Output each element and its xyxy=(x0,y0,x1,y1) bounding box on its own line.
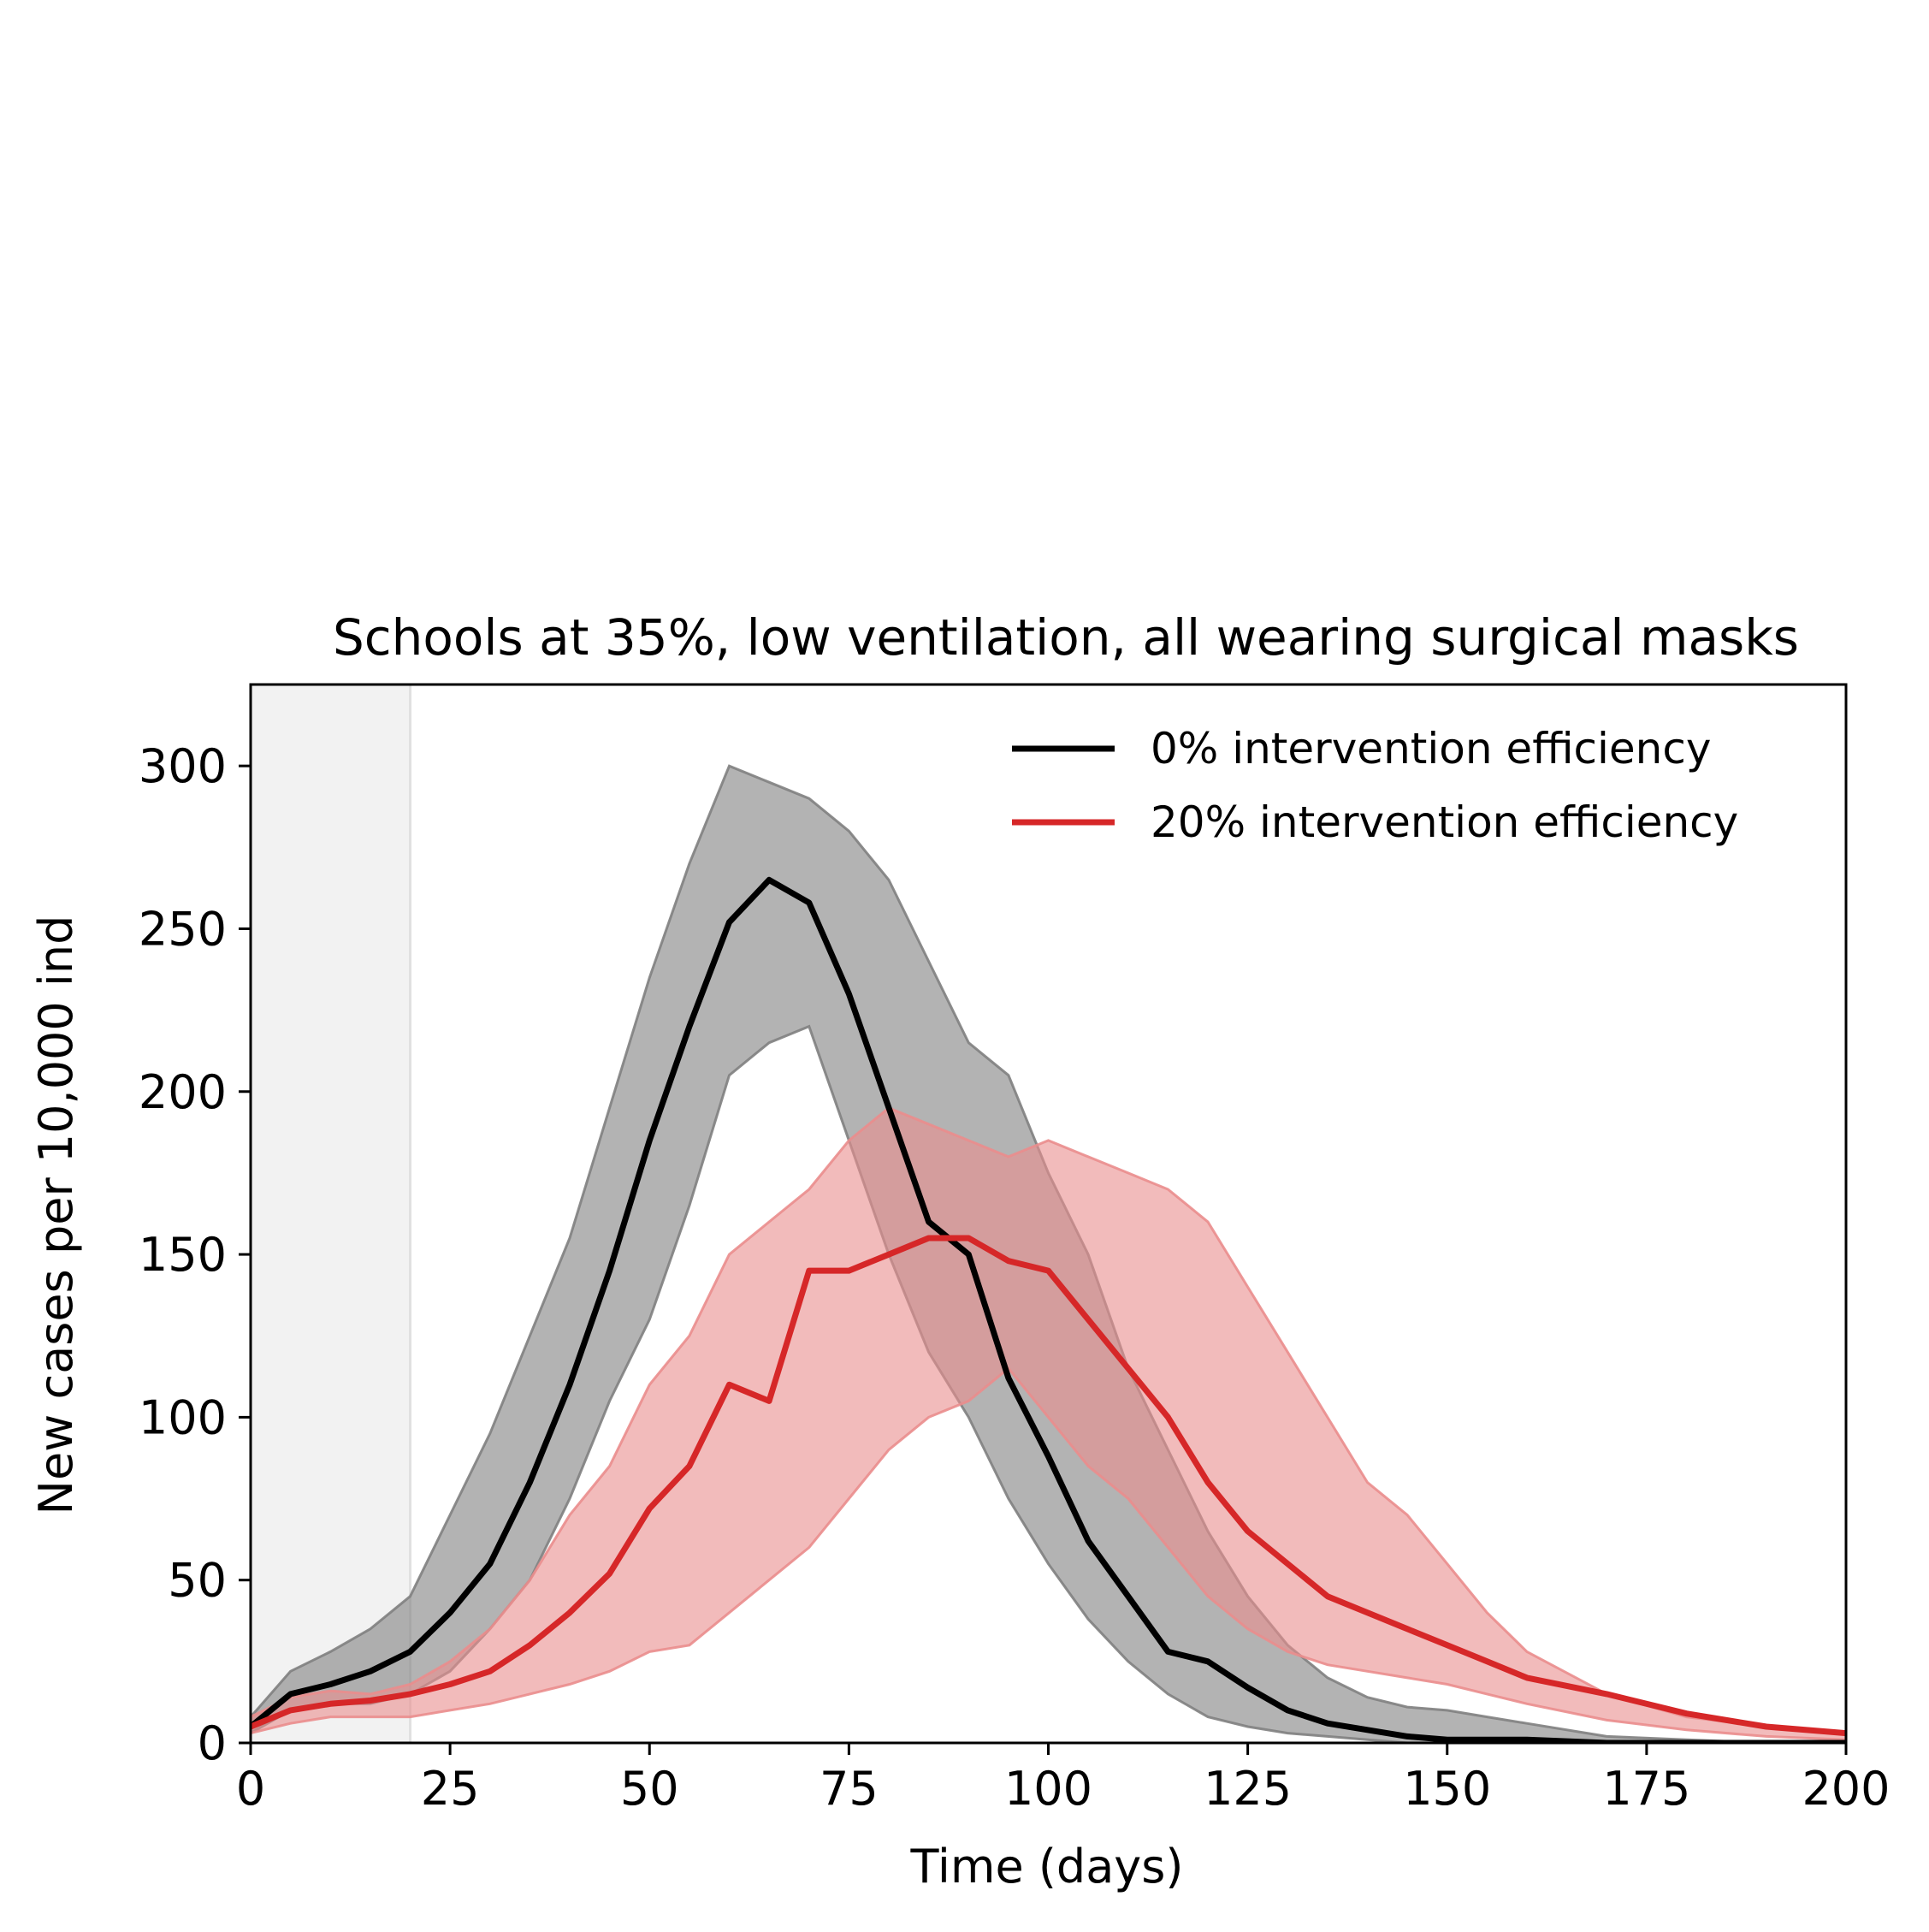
y-axis-label: New cases per 10,000 ind xyxy=(29,916,83,1515)
series-0-mean-line xyxy=(251,876,1846,1743)
series-1-upper-line xyxy=(251,1106,1846,1735)
x-axis-label: Time (days) xyxy=(910,1840,1184,1893)
x-tick-label-7: 175 xyxy=(1602,1762,1690,1816)
x-tick-label-8: 200 xyxy=(1802,1762,1890,1816)
x-tick-label-6: 150 xyxy=(1403,1762,1491,1816)
series-0-upper-line xyxy=(251,764,1846,1743)
plot-area xyxy=(251,684,1846,1743)
legend: 0% intervention efficiency 20% interventi… xyxy=(1012,724,1738,847)
y-tick-label-5: 250 xyxy=(139,902,227,956)
y-tick-label-2: 100 xyxy=(139,1390,227,1444)
y-tick-label-1: 50 xyxy=(168,1554,227,1608)
series-1-lower-line xyxy=(251,1366,1846,1741)
legend-label-0: 0% intervention efficiency xyxy=(1151,724,1711,773)
axes: 0 25 50 75 100 125 150 175 200 0 50 100 150 200 250 300 xyxy=(139,683,1891,1816)
plot-content xyxy=(251,684,1846,1743)
x-tick-label-1: 25 xyxy=(421,1762,480,1816)
chart-title: Schools at 35%, low ventilation, all wea… xyxy=(333,608,1799,667)
legend-label-1: 20% intervention efficiency xyxy=(1151,797,1738,847)
shaded-region xyxy=(251,684,411,1743)
y-tick-label-3: 150 xyxy=(139,1228,227,1282)
series-1-band xyxy=(251,1107,1846,1740)
x-tick-label-0: 0 xyxy=(236,1762,265,1816)
x-tick-label-5: 125 xyxy=(1204,1762,1292,1816)
x-tick-label-2: 50 xyxy=(620,1762,679,1816)
y-tick-label-6: 300 xyxy=(139,739,227,793)
x-tick-label-4: 100 xyxy=(1004,1762,1092,1816)
y-tick-label-4: 200 xyxy=(139,1065,227,1119)
y-tick-label-0: 0 xyxy=(198,1716,227,1770)
x-tick-label-3: 75 xyxy=(820,1762,879,1816)
series-1-mean-line xyxy=(251,1235,1846,1737)
